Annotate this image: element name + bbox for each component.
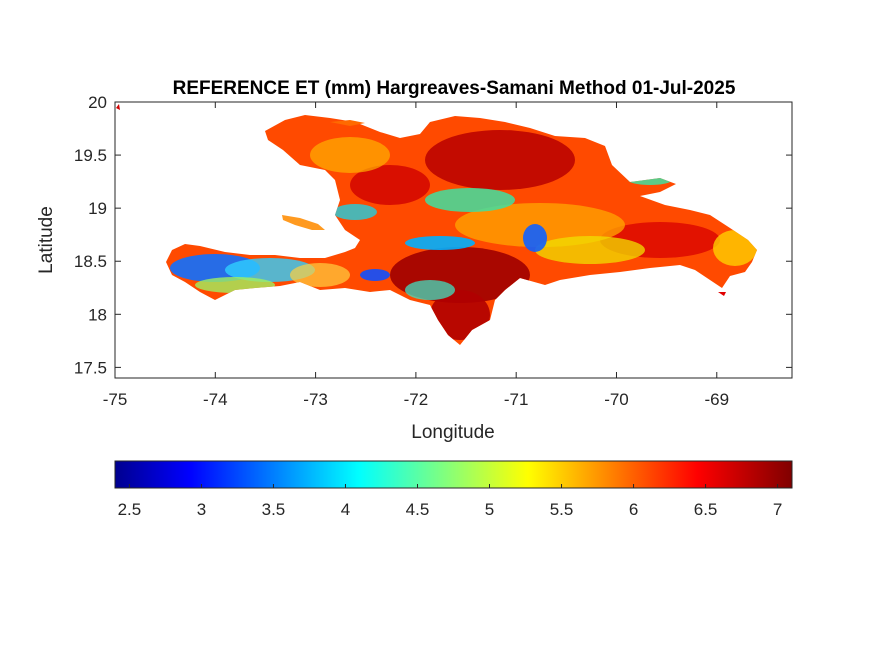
island-gonave [282,215,325,230]
x-tick-label: -74 [203,390,228,409]
x-axis-label: Longitude [411,422,494,443]
island-southeast-islet [718,292,726,296]
region-selle-blue [360,269,390,281]
region-cordillera-cyan [405,236,475,250]
y-axis-ticks: 17.5 18 18.5 19 19.5 20 [74,93,792,377]
region-north-yellow [310,137,390,173]
y-tick-label: 18.5 [74,252,107,271]
region-mountain-blue [523,224,547,252]
y-tick-label: 19 [88,199,107,218]
y-axis-label: Latitude [36,206,57,274]
colorbar-ticks: 2.5 3 3.5 4 4.5 5 5.5 6 6.5 7 [118,484,782,519]
x-tick-label: -69 [704,390,729,409]
region-southeast-peninsula [430,290,490,340]
x-tick-label: -73 [303,390,328,409]
x-tick-label: -75 [103,390,128,409]
y-tick-label: 17.5 [74,358,107,377]
region-northwest-cyan [333,204,377,220]
x-tick-label: -70 [604,390,629,409]
et-map [116,104,757,345]
y-tick-label: 19.5 [74,146,107,165]
chart-title: REFERENCE ET (mm) Hargreaves-Samani Meth… [173,78,736,99]
region-artibonite [350,165,430,205]
region-yellow-band [535,236,645,264]
colorbar-tick-label: 6.5 [694,500,718,519]
colorbar-tick-label: 4.5 [406,500,430,519]
region-cordillera-orange [455,203,625,247]
region-southwest-cyan [405,280,455,300]
region-southwest-yellow [290,263,350,287]
x-axis-ticks: -75 -74 -73 -72 -71 -70 -69 [103,102,729,409]
x-tick-label: -72 [404,390,429,409]
island-tortue [330,120,365,126]
colorbar-tick-label: 7 [773,500,782,519]
colorbar-tick-label: 5 [485,500,494,519]
colorbar-tick-label: 2.5 [118,500,142,519]
colorbar-tick-label: 6 [629,500,638,519]
y-tick-label: 18 [88,305,107,324]
y-tick-label: 20 [88,93,107,112]
region-north-core [425,130,575,190]
colorbar-tick-label: 4 [341,500,350,519]
region-east-yellow [713,230,757,266]
colorbar-tick-label: 3.5 [262,500,286,519]
x-tick-label: -71 [504,390,529,409]
islet-corner [116,104,120,110]
colorbar-tick-label: 5.5 [550,500,574,519]
region-central-green [425,188,515,212]
colorbar-tick-label: 3 [197,500,206,519]
colorbar [114,460,793,489]
